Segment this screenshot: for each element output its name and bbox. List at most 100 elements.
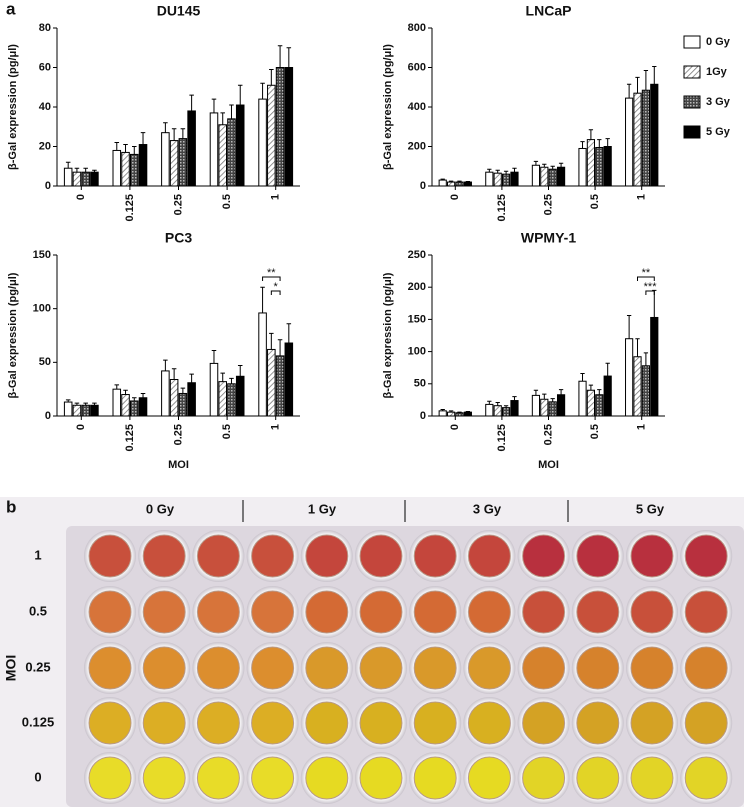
x-tick-label: 0 (449, 424, 461, 430)
well (305, 756, 349, 800)
x-tick-label: 1 (636, 424, 648, 430)
bar (556, 394, 566, 417)
bar (72, 171, 82, 187)
x-tick-label: 0 (449, 194, 461, 200)
legend-swatch (683, 95, 701, 109)
error-bar (635, 338, 640, 357)
bar (121, 394, 130, 417)
y-tick-label: 200 (408, 281, 426, 293)
y-tick-label: 800 (408, 22, 426, 34)
chart-title: WPMY-1 (521, 230, 576, 246)
error-bar (550, 398, 555, 402)
y-tick-label: 20 (39, 140, 51, 152)
bar (275, 67, 285, 187)
bar (130, 153, 139, 187)
significance-bracket (645, 290, 655, 295)
well (196, 534, 240, 578)
error-bar (605, 362, 610, 377)
well (251, 534, 295, 578)
well (413, 756, 457, 800)
error-bar (163, 122, 168, 133)
bar (90, 404, 99, 417)
bar (595, 146, 604, 187)
well (467, 756, 511, 800)
error-bar (74, 167, 80, 173)
bar (121, 151, 130, 187)
error-bar (652, 66, 657, 85)
y-tick-label: 150 (408, 313, 426, 325)
x-tick-label: 0.5 (589, 194, 601, 209)
x-axis-label: MOI (168, 459, 189, 471)
bar (531, 394, 541, 417)
bar (284, 342, 294, 417)
bar (556, 166, 566, 187)
well (522, 701, 566, 745)
bar (531, 164, 541, 187)
well (467, 701, 511, 745)
row-axis-label: MOI (3, 655, 19, 681)
bar (463, 411, 472, 417)
chart-title: LNCaP (526, 3, 572, 19)
bar (267, 348, 276, 417)
bar (502, 407, 511, 417)
error-bar (140, 132, 146, 145)
bar (63, 167, 73, 187)
well (576, 701, 620, 745)
well (359, 534, 403, 578)
error-bar (114, 384, 120, 390)
x-tick-label: 0.5 (221, 194, 233, 209)
well (413, 534, 457, 578)
x-tick-label: 0.125 (496, 424, 508, 452)
bar (625, 338, 634, 417)
bar (650, 83, 659, 187)
well (630, 534, 674, 578)
bar (633, 356, 642, 417)
x-tick-label: 0.125 (124, 194, 136, 222)
y-axis-label: β-Gal expression (pg/μl) (382, 44, 394, 170)
error-bar (83, 167, 88, 173)
well (522, 534, 566, 578)
row-label: 0 (34, 769, 41, 784)
error-bar (277, 45, 283, 68)
bar (209, 362, 219, 417)
error-bar (180, 128, 186, 139)
well (251, 756, 295, 800)
well (88, 756, 132, 800)
error-bar (597, 139, 602, 148)
y-tick-label: 0 (45, 410, 51, 422)
x-axis-label: MOI (538, 459, 559, 471)
error-bar (588, 384, 594, 391)
well (576, 646, 620, 690)
error-bar (260, 286, 265, 313)
well (467, 534, 511, 578)
well (88, 534, 132, 578)
error-bar (237, 365, 243, 377)
error-bar (237, 84, 243, 106)
y-tick-label: 50 (414, 378, 426, 390)
bar (540, 398, 549, 417)
bar (650, 316, 659, 417)
well (142, 590, 186, 634)
row-label: 1 (34, 547, 41, 562)
bar (218, 381, 227, 417)
legend-label: 1Gy (706, 66, 728, 78)
error-bar (189, 94, 194, 111)
error-bar (211, 350, 217, 364)
legend-label: 0 Gy (706, 36, 731, 48)
bar (502, 173, 511, 187)
error-bar (580, 141, 585, 149)
y-tick-label: 0 (420, 410, 426, 422)
well (305, 701, 349, 745)
bar (161, 370, 170, 417)
bar (641, 365, 650, 417)
bar (586, 389, 596, 417)
error-bar (542, 393, 547, 400)
column-label: 5 Gy (636, 501, 665, 516)
well (88, 646, 132, 690)
well (305, 590, 349, 634)
well (142, 701, 186, 745)
bar (178, 392, 188, 417)
bar (586, 139, 596, 187)
x-tick-label: 0.5 (221, 424, 233, 439)
